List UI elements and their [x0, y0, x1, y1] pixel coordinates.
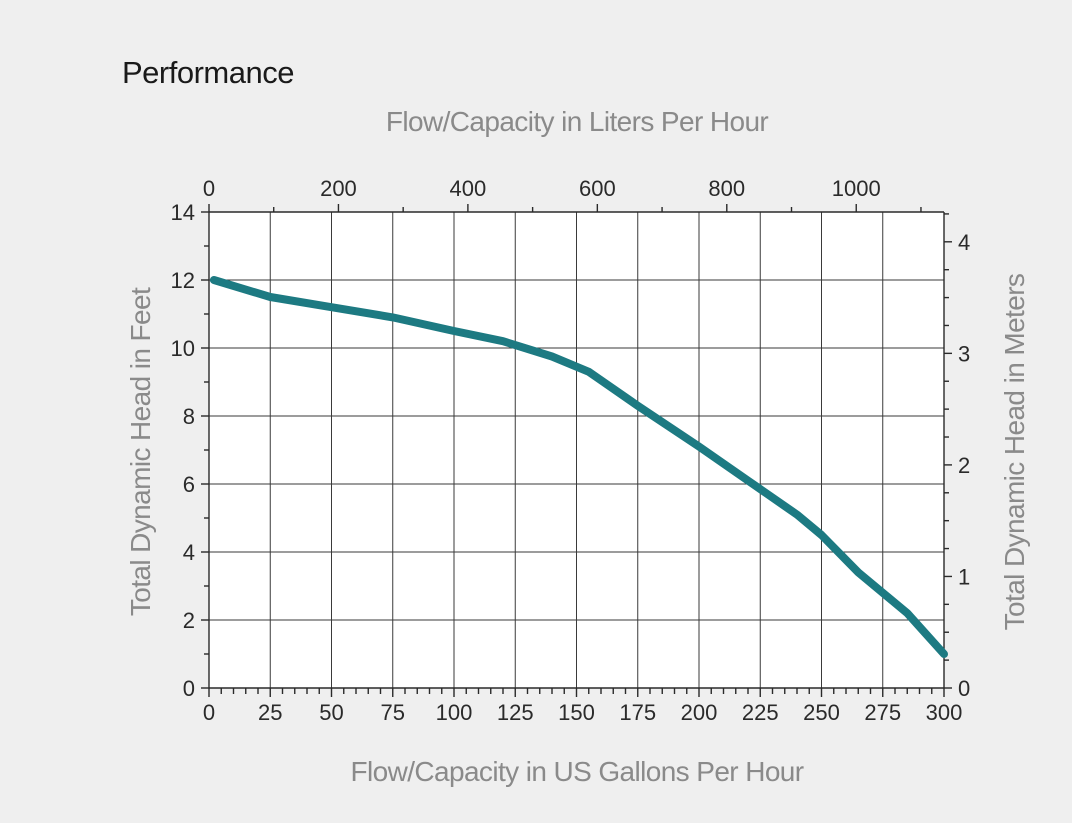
- page-title: Performance: [122, 55, 294, 90]
- left-axis-title: Total Dynamic Head in Feet: [125, 287, 156, 616]
- y-tick-label: 0: [183, 676, 195, 701]
- x-tick-label: 25: [258, 700, 282, 725]
- x-tick-label: 225: [742, 700, 779, 725]
- x2-tick-label: 0: [203, 176, 215, 201]
- y2-tick-label: 2: [958, 453, 970, 478]
- x-tick-label: 75: [381, 700, 405, 725]
- x-tick-label: 50: [319, 700, 343, 725]
- y2-tick-label: 3: [958, 341, 970, 366]
- y-tick-label: 4: [183, 540, 195, 565]
- x-tick-label: 275: [864, 700, 901, 725]
- x-tick-label: 175: [619, 700, 656, 725]
- x-tick-label: 200: [681, 700, 718, 725]
- x-tick-label: 100: [436, 700, 473, 725]
- y-tick-label: 14: [171, 200, 195, 225]
- y2-tick-label: 0: [958, 676, 970, 701]
- tick-layer: [201, 204, 952, 697]
- y-tick-label: 10: [171, 336, 195, 361]
- y2-tick-label: 1: [958, 564, 970, 589]
- x-tick-label: 150: [558, 700, 595, 725]
- right-axis-title: Total Dynamic Head in Meters: [999, 274, 1030, 631]
- series-layer: [209, 276, 948, 658]
- y2-tick-label: 4: [958, 230, 970, 255]
- y-tick-label: 6: [183, 472, 195, 497]
- x-tick-label: 300: [926, 700, 963, 725]
- x2-tick-label: 1000: [832, 176, 881, 201]
- top-axis-title: Flow/Capacity in Liters Per Hour: [386, 106, 769, 137]
- x2-tick-label: 600: [579, 176, 616, 201]
- x-tick-label: 0: [203, 700, 215, 725]
- x-tick-label: 125: [497, 700, 534, 725]
- bottom-axis-title: Flow/Capacity in US Gallons Per Hour: [350, 756, 803, 787]
- x2-tick-label: 400: [450, 176, 487, 201]
- x2-tick-label: 200: [320, 176, 357, 201]
- y-tick-label: 8: [183, 404, 195, 429]
- performance-curve: [209, 276, 948, 658]
- tick-label-layer: 0 25 50 75 100 125 150 175 200 225 250 275 300024681…: [171, 176, 971, 725]
- y-tick-label: 12: [171, 268, 195, 293]
- x-tick-label: 250: [803, 700, 840, 725]
- y-tick-label: 2: [183, 608, 195, 633]
- x2-tick-label: 800: [708, 176, 745, 201]
